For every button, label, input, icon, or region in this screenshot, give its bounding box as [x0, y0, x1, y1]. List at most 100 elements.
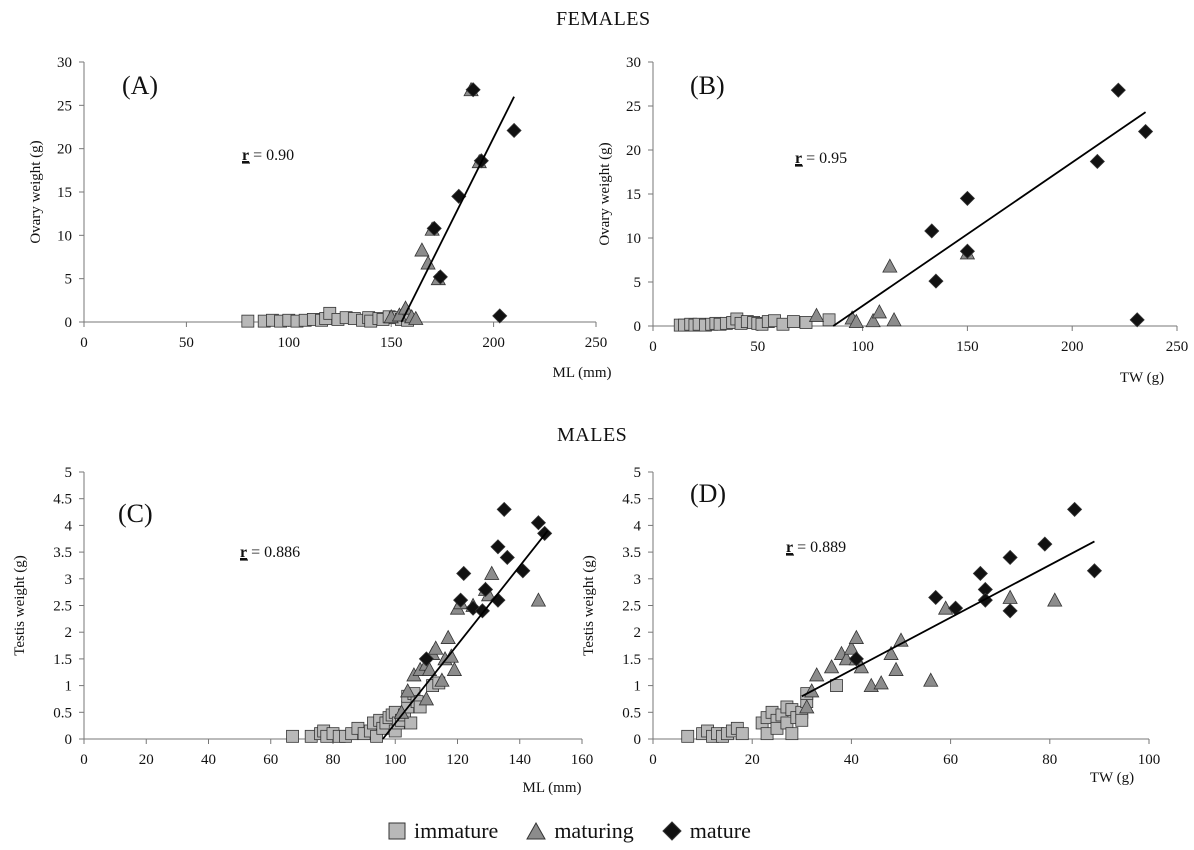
- panel-3-y-tick-label: 3.5: [622, 545, 641, 561]
- panel-1-point-mature: [1129, 312, 1145, 328]
- panel-1-point-mature: [959, 190, 975, 206]
- panel-3-point-immature: [785, 727, 799, 741]
- panel-3-x-tick-label: 20: [745, 752, 760, 768]
- panel-2-point-maturing: [446, 661, 463, 676]
- panel-2-x-tick-label: 20: [139, 752, 154, 768]
- panel-0-y-tick-label: 15: [57, 185, 72, 201]
- diamond-icon: [662, 821, 682, 841]
- panel-1-point-maturing: [871, 304, 888, 319]
- females-section-title: FEMALES: [556, 8, 651, 30]
- panel-0-x-tick-label: 50: [179, 335, 194, 351]
- panel-3-y-axis-label: Testis weight (g): [581, 555, 597, 656]
- panel-1-x-axis-label: TW (g): [1120, 370, 1164, 386]
- panel-2-point-maturing: [428, 640, 444, 655]
- panel-1-y-tick-label: 5: [634, 275, 642, 291]
- panel-3-point-maturing: [873, 675, 889, 690]
- panel-1-y-tick-label: 15: [626, 187, 641, 203]
- panel-1-point-maturing: [848, 313, 864, 329]
- panel-1-point-mature: [928, 273, 944, 289]
- panel-2-x-tick-label: 120: [446, 752, 469, 768]
- panel-3-point-maturing: [888, 661, 904, 676]
- panel-0-y-tick-label: 20: [57, 142, 72, 158]
- panel-3-point-mature: [928, 589, 944, 606]
- panel-3-point-mature: [972, 565, 988, 582]
- panel-2-point-maturing: [484, 565, 500, 580]
- panel-0-point-mature: [465, 82, 481, 98]
- panel-3-correlation-label: r = 0.889: [786, 539, 846, 556]
- panel-2-y-tick-label: 2: [65, 625, 73, 641]
- legend-item-maturing: maturing: [526, 818, 634, 844]
- panel-1-x-tick-label: 250: [1166, 339, 1189, 355]
- panel-3-point-immature: [795, 713, 809, 727]
- panel-3-point-mature: [1002, 603, 1018, 619]
- panel-0-y-tick-label: 30: [57, 55, 72, 71]
- panel-2-y-tick-label: 1: [65, 679, 73, 695]
- panel-0-x-axis-label: ML (mm): [552, 365, 611, 381]
- panel-1-y-tick-label: 30: [626, 55, 641, 71]
- panel-0-r-value: = 0.90: [249, 147, 294, 164]
- panel-3-point-mature: [848, 651, 864, 667]
- panel-3-point-maturing: [1002, 589, 1018, 604]
- triangle-icon: [526, 822, 547, 840]
- panel-3-x-tick-label: 0: [649, 752, 657, 768]
- panel-0-point-immature: [241, 314, 255, 328]
- panel-3-point-maturing: [809, 667, 825, 682]
- panel-1-point-immature: [822, 313, 836, 327]
- legend: immature maturing mature: [388, 818, 779, 844]
- panel-3-point-immature: [830, 679, 843, 692]
- panel-2-point-mature: [515, 563, 531, 579]
- legend-item-mature: mature: [662, 818, 751, 844]
- panel-0-point-maturing: [408, 310, 424, 325]
- panel-1-point-immature: [799, 316, 813, 329]
- panel-2-x-tick-label: 160: [571, 752, 594, 768]
- panel-0-point-mature: [426, 220, 442, 236]
- panel-2-y-tick-label: 2.5: [53, 599, 72, 615]
- panel-3-point-maturing: [923, 672, 939, 687]
- panel-2-y-tick-label: 4.5: [53, 492, 72, 508]
- panel-0-x-tick-label: 200: [482, 335, 505, 351]
- panel-3-y-tick-label: 0: [634, 732, 642, 748]
- panel-1-x-tick-label: 50: [750, 339, 765, 355]
- panel-3-y-tick-label: 2.5: [622, 599, 641, 615]
- panel-2-point-mature: [530, 515, 546, 531]
- panel-2-point-maturing: [400, 683, 416, 698]
- panel-3-y-tick-label: 1.5: [622, 652, 641, 668]
- panel-2-point-mature: [496, 501, 512, 517]
- panel-1-point-immature: [787, 315, 800, 329]
- panel-3-y-tick-label: 4.5: [622, 492, 641, 508]
- panel-1-point-mature: [959, 243, 975, 259]
- panel-2-point-maturing: [440, 629, 456, 644]
- panel-1-r-value: = 0.95: [802, 150, 847, 167]
- panel-3-y-tick-label: 5: [634, 465, 642, 481]
- panel-1-y-axis-label: Ovary weight (g): [597, 142, 613, 245]
- panel-3-r-value: = 0.889: [793, 539, 846, 556]
- panel-3-x-tick-label: 80: [1042, 752, 1057, 768]
- panel-3-panel-label: (D): [690, 479, 726, 508]
- panel-0-point-mature: [506, 122, 522, 139]
- panel-3-point-mature: [1002, 549, 1018, 566]
- panel-1-x-tick-label: 200: [1061, 339, 1084, 355]
- panel-2-y-tick-label: 0: [65, 732, 73, 748]
- panel-2-point-maturing: [434, 672, 450, 687]
- panel-3-x-axis-label: TW (g): [1090, 770, 1134, 786]
- panel-0-point-maturing: [414, 242, 430, 257]
- panel-2-x-tick-label: 40: [201, 752, 216, 768]
- panel-1-correlation-label: r = 0.95: [795, 150, 847, 167]
- panel-3-point-maturing: [823, 659, 840, 674]
- panel-3-point-mature: [1086, 563, 1103, 579]
- panel-2-r-value: = 0.886: [247, 544, 300, 561]
- panel-0-r-symbol: r: [242, 147, 249, 164]
- panel-3-trendline: [801, 540, 1095, 698]
- males-section-title: MALES: [557, 424, 628, 446]
- panel-0-x-tick-label: 250: [585, 335, 608, 351]
- panel-2-y-tick-label: 3: [65, 572, 73, 588]
- panel-2-point-immature: [286, 729, 299, 743]
- panel-3-point-immature: [681, 729, 695, 743]
- panel-0-panel-label: (A): [122, 71, 158, 100]
- panel-2-x-tick-label: 60: [263, 752, 278, 768]
- panel-1-point-maturing: [882, 258, 898, 273]
- panel-3-y-tick-label: 0.5: [622, 705, 641, 721]
- panel-2-point-mature: [418, 651, 434, 667]
- legend-label-maturing: maturing: [554, 818, 634, 843]
- panel-1-x-tick-label: 0: [649, 339, 657, 355]
